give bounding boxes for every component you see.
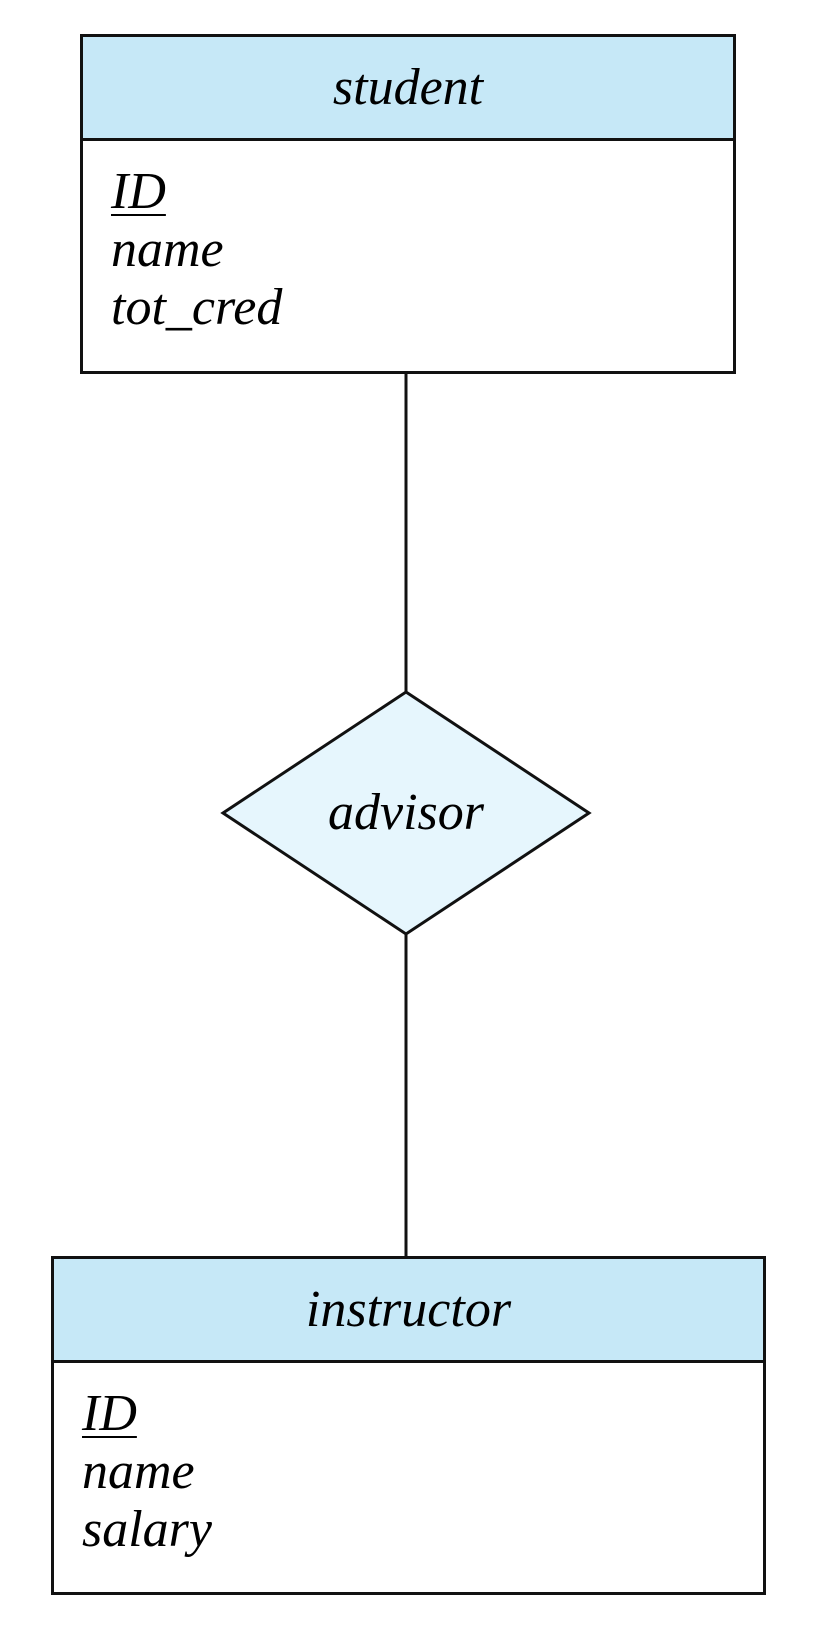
instructor-attribute-name: name: [82, 1443, 195, 1500]
relationship-label-advisor: advisor: [328, 784, 484, 841]
entity-instructor: instructor ID name salary: [51, 1256, 766, 1595]
instructor-attribute-salary: salary: [82, 1501, 212, 1558]
entity-student-name: student: [83, 37, 733, 141]
entity-instructor-attributes: ID name salary: [54, 1363, 763, 1559]
student-attribute-id: ID: [111, 163, 166, 220]
instructor-attribute-id: ID: [82, 1385, 137, 1442]
entity-instructor-name: instructor: [54, 1259, 763, 1363]
entity-student-attributes: ID name tot_cred: [83, 141, 733, 337]
student-attribute-name: name: [111, 221, 224, 278]
entity-student: student ID name tot_cred: [80, 34, 736, 374]
student-attribute-tot-cred: tot_cred: [111, 279, 283, 336]
